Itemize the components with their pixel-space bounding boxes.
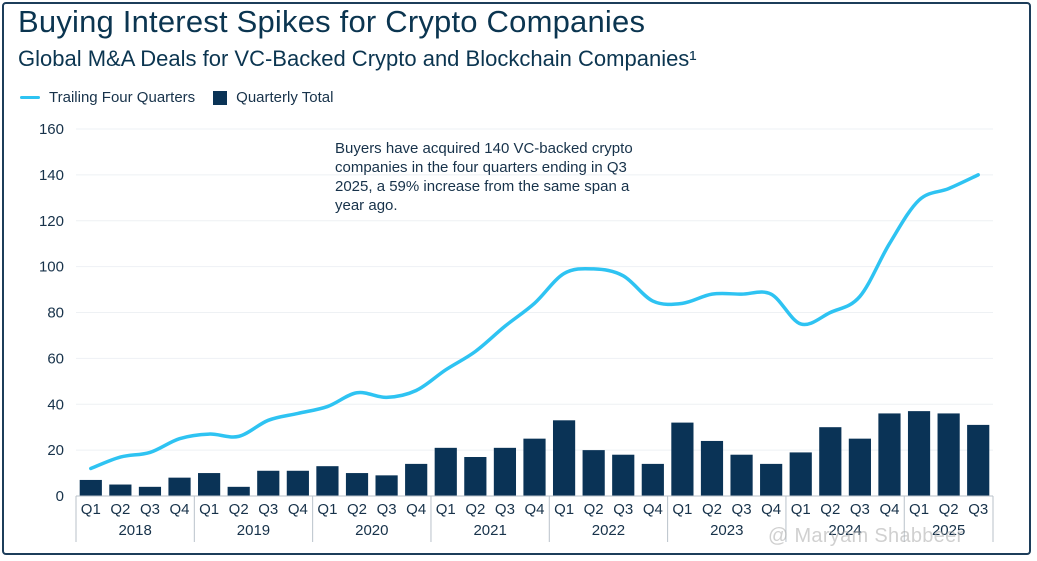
x-tick-label: Q2 [820,501,840,518]
x-tick-label: Q2 [347,501,367,518]
year-label: 2023 [710,522,743,539]
legend-line-swatch [20,96,40,99]
bar [345,473,369,496]
x-tick-label: Q4 [524,501,544,518]
bar [168,477,191,496]
x-tick-label: Q4 [406,501,426,518]
bar [937,413,960,496]
legend-item-line: Trailing Four Quarters [20,89,195,106]
x-tick-label: Q1 [672,501,692,518]
x-tick-label: Q2 [939,501,959,518]
x-tick-label: Q2 [229,501,249,518]
bar [848,438,871,496]
year-label: 2022 [592,522,625,539]
x-tick-label: Q1 [317,501,337,518]
year-label: 2020 [355,522,388,539]
bar [967,424,990,496]
bar [493,447,517,496]
bar [286,470,309,496]
x-tick-label: Q3 [495,501,515,518]
bar [523,438,546,496]
bar [819,427,842,496]
y-tick-label: 80 [47,305,64,322]
x-tick-label: Q4 [879,501,899,518]
bar [405,463,428,496]
bar [700,440,724,496]
x-tick-label: Q4 [761,501,781,518]
y-tick-label: 20 [47,442,64,459]
bar [79,479,102,496]
x-tick-label: Q1 [909,501,929,518]
x-tick-label: Q2 [584,501,604,518]
x-tick-label: Q1 [81,501,101,518]
x-tick-label: Q1 [554,501,574,518]
year-label: 2025 [932,522,965,539]
legend-line-label: Trailing Four Quarters [49,89,196,106]
bar [878,413,901,496]
x-tick-label: Q2 [110,501,130,518]
x-tick-label: Q4 [170,501,190,518]
year-label: 2021 [473,522,506,539]
bar [671,422,694,496]
x-tick-label: Q3 [968,501,988,518]
bar [138,486,162,496]
bar [789,452,812,496]
bar [612,454,635,496]
x-tick-label: Q4 [643,501,663,518]
y-tick-label: 120 [39,213,64,230]
x-tick-label: Q4 [288,501,308,518]
bar [434,447,457,496]
legend-bar-label: Quarterly Total [236,89,334,106]
legend-bar-swatch [213,90,228,105]
bar [730,454,753,496]
legend: Trailing Four Quarters Quarterly Total [20,89,333,106]
trailing-four-quarters-line [89,173,980,471]
chart-subtitle: Global M&A Deals for VC-Backed Crypto an… [18,46,697,71]
x-tick-label: Q3 [258,501,278,518]
year-label: 2019 [237,522,270,539]
legend-item-bar: Quarterly Total [213,89,333,106]
bar [375,475,398,496]
chart-title: Buying Interest Spikes for Crypto Compan… [18,4,646,39]
bar [109,484,132,496]
bar [227,486,250,496]
y-tick-label: 160 [39,121,64,138]
x-tick-label: Q3 [732,501,752,518]
y-tick-label: 40 [47,396,64,413]
bar [641,463,664,496]
bar [552,420,576,496]
y-tick-label: 60 [47,350,64,367]
bar [198,473,221,496]
chart-annotation: Buyers have acquired 140 VC-backed crypt… [335,140,633,214]
bar [316,466,339,496]
bar [760,463,783,496]
year-label: 2018 [118,522,151,539]
y-tick-label: 0 [56,488,64,505]
x-tick-label: Q3 [140,501,160,518]
x-tick-label: Q1 [199,501,219,518]
watermark-text: @ Maryam Shabbeer [768,525,964,547]
x-tick-label: Q1 [436,501,456,518]
x-tick-label: Q3 [850,501,870,518]
x-tick-label: Q3 [613,501,633,518]
bar [464,457,487,496]
bar [257,470,280,496]
bar [582,450,605,496]
y-tick-label: 100 [39,259,64,276]
year-label: 2024 [828,522,861,539]
x-tick-label: Q1 [791,501,811,518]
x-tick-label: Q2 [702,501,722,518]
x-tick-label: Q3 [377,501,397,518]
bar [907,411,931,496]
y-tick-label: 140 [39,167,64,184]
x-tick-label: Q2 [465,501,485,518]
